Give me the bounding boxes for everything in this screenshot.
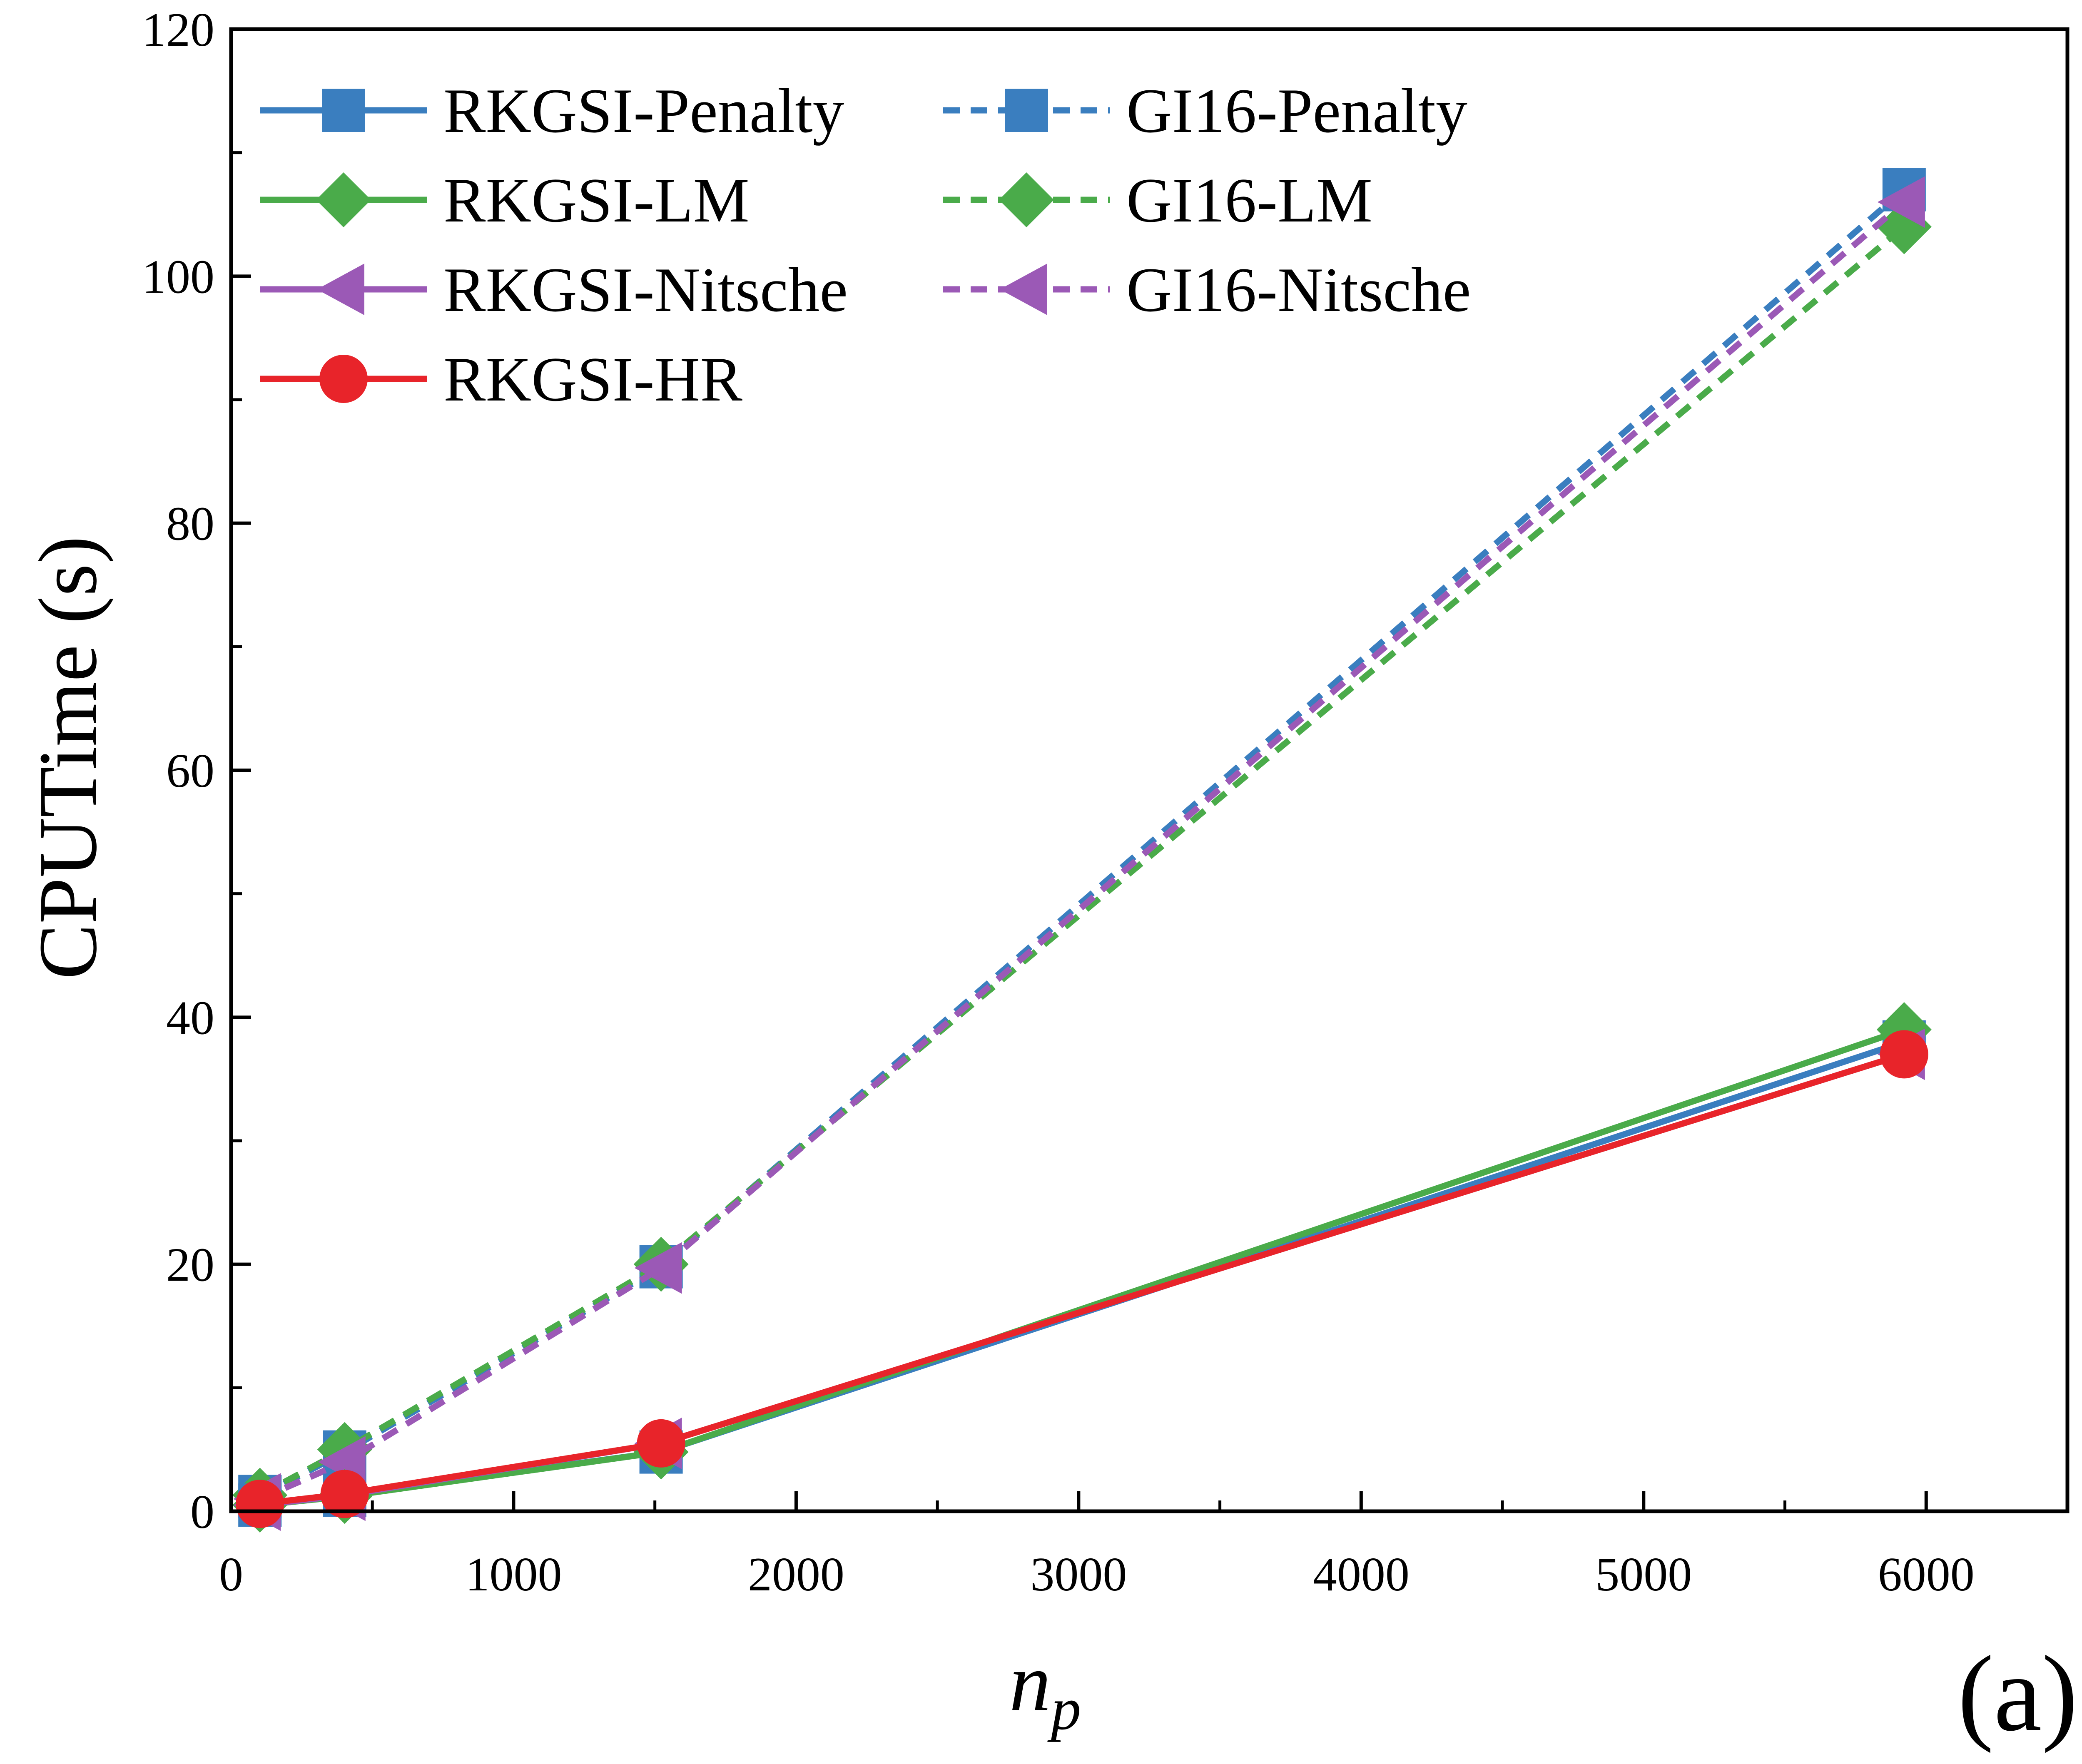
y-tick-label: 20 xyxy=(166,1239,214,1292)
data-point-rkgsi-hr xyxy=(637,1419,685,1468)
series-rkgsi-hr xyxy=(236,1030,1928,1528)
panel-label: (a) xyxy=(1957,1634,2078,1754)
x-tick-label: 2000 xyxy=(748,1548,844,1601)
data-point-gi16-nitsche xyxy=(634,1242,682,1294)
legend: RKGSI-Penalty GI16-Penalty RKGSI-LM GI16-LM… xyxy=(260,76,1471,414)
legend-item-gi16-nitsche: GI16-Nitsche xyxy=(943,255,1471,325)
legend-label-gi16-penalty: GI16-Penalty xyxy=(1126,76,1467,146)
axes-layer: 0 1000 2000 3000 4000 5000 6000 0 20 40 60 80 100 120 xyxy=(142,3,2070,1601)
x-axis-title: np xyxy=(1009,1637,1081,1742)
data-point-rkgsi-hr xyxy=(236,1480,284,1528)
series-rkgsi-penalty xyxy=(238,1020,1926,1527)
legend-item-rkgsi-penalty: RKGSI-Penalty xyxy=(260,76,844,146)
series-line-rkgsi-hr xyxy=(259,1051,1905,1507)
legend-label-rkgsi-penalty: RKGSI-Penalty xyxy=(443,76,844,146)
series-line-rkgsi-lm xyxy=(259,1026,1905,1508)
x-tick-label: 4000 xyxy=(1313,1548,1410,1601)
data-point-gi16-nitsche xyxy=(1877,176,1925,228)
legend-label-gi16-nitsche: GI16-Nitsche xyxy=(1126,255,1471,325)
series-rkgsi-lm xyxy=(232,1002,1932,1533)
y-axis-title: CPUTime (s) xyxy=(22,536,114,979)
legend-marker-rkgsi-lm xyxy=(316,172,371,227)
y-tick-label: 120 xyxy=(142,3,214,57)
legend-marker-gi16-nitsche xyxy=(1000,264,1047,315)
series-rkgsi-nitsche xyxy=(233,1028,1925,1531)
legend-marker-rkgsi-penalty xyxy=(322,89,365,132)
y-tick-label: 60 xyxy=(166,744,214,798)
data-point-rkgsi-hr xyxy=(320,1470,369,1518)
legend-label-rkgsi-lm: RKGSI-LM xyxy=(443,165,750,235)
data-point-gi16-lm xyxy=(1876,199,1932,254)
x-tick-label: 5000 xyxy=(1595,1548,1692,1601)
legend-item-rkgsi-lm: RKGSI-LM xyxy=(260,165,750,235)
y-tick-label: 80 xyxy=(166,498,214,551)
x-tick-label: 0 xyxy=(219,1548,243,1601)
x-tick-label: 3000 xyxy=(1030,1548,1127,1601)
legend-item-rkgsi-nitsche: RKGSI-Nitsche xyxy=(260,255,848,325)
legend-label-gi16-lm: GI16-LM xyxy=(1126,165,1372,235)
legend-marker-gi16-penalty xyxy=(1005,89,1048,132)
legend-item-rkgsi-hr: RKGSI-HR xyxy=(260,344,742,414)
x-tick-label: 1000 xyxy=(465,1548,562,1601)
x-axis-title-subscript: p xyxy=(1047,1676,1081,1742)
series-layer xyxy=(232,168,1932,1533)
y-tick-label: 100 xyxy=(142,250,214,304)
data-point-rkgsi-hr xyxy=(1880,1030,1928,1079)
x-tick-label: 6000 xyxy=(1878,1548,1975,1601)
legend-marker-rkgsi-nitsche xyxy=(317,264,364,315)
series-line-gi16-lm xyxy=(258,224,1906,1498)
x-axis-title-main: n xyxy=(1009,1637,1051,1729)
y-tick-label: 40 xyxy=(166,991,214,1045)
legend-marker-gi16-lm xyxy=(999,172,1054,227)
legend-label-rkgsi-hr: RKGSI-HR xyxy=(443,344,742,414)
legend-label-rkgsi-nitsche: RKGSI-Nitsche xyxy=(443,255,848,325)
series-line-gi16-nitsche xyxy=(259,199,1906,1502)
y-tick-label: 0 xyxy=(190,1485,214,1539)
legend-item-gi16-lm: GI16-LM xyxy=(943,165,1372,235)
legend-item-gi16-penalty: GI16-Penalty xyxy=(943,76,1467,146)
legend-marker-rkgsi-hr xyxy=(319,355,368,403)
